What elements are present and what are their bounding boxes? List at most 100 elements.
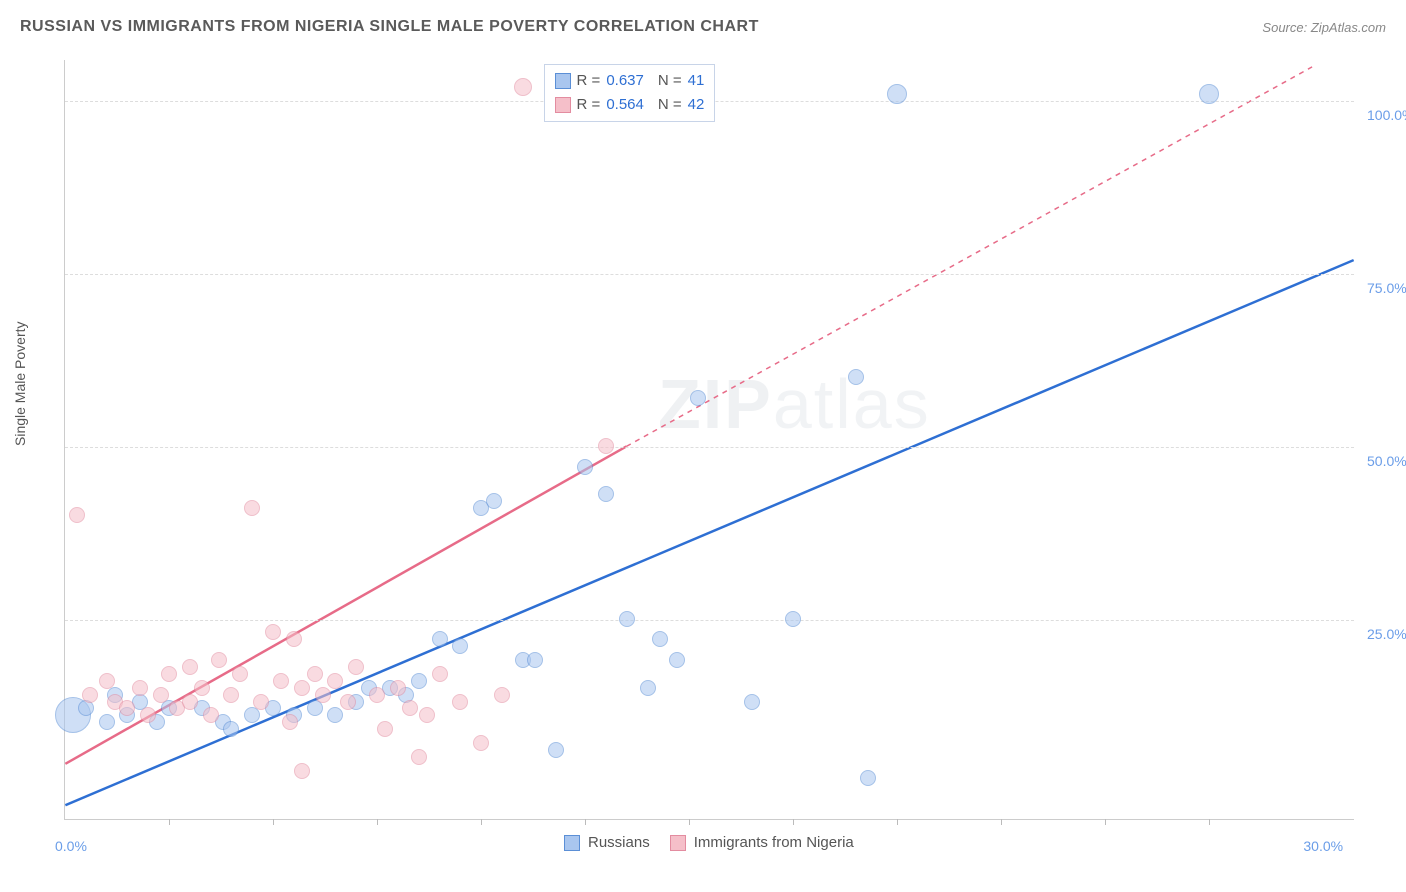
data-point-nigeria bbox=[82, 687, 98, 703]
data-point-nigeria bbox=[140, 707, 156, 723]
data-point-nigeria bbox=[244, 500, 260, 516]
data-point-russians bbox=[244, 707, 260, 723]
source-attribution: Source: ZipAtlas.com bbox=[1262, 20, 1386, 35]
data-point-nigeria bbox=[182, 694, 198, 710]
data-point-russians bbox=[785, 611, 801, 627]
data-point-russians bbox=[432, 631, 448, 647]
data-point-nigeria bbox=[411, 749, 427, 765]
scatter-chart: ZIPatlas 25.0%50.0%75.0%100.0%0.0%30.0%R… bbox=[64, 60, 1354, 820]
data-point-nigeria bbox=[223, 687, 239, 703]
x-minor-tick bbox=[481, 819, 482, 825]
data-point-nigeria bbox=[432, 666, 448, 682]
y-tick-label: 50.0% bbox=[1367, 453, 1406, 469]
data-point-nigeria bbox=[119, 700, 135, 716]
data-point-nigeria bbox=[473, 735, 489, 751]
legend-swatch bbox=[555, 97, 571, 113]
data-point-russians bbox=[411, 673, 427, 689]
source-name: ZipAtlas.com bbox=[1311, 20, 1386, 35]
y-tick-label: 100.0% bbox=[1367, 107, 1406, 123]
data-point-nigeria bbox=[390, 680, 406, 696]
data-point-nigeria bbox=[327, 673, 343, 689]
gridline-h bbox=[65, 274, 1354, 275]
data-point-nigeria bbox=[182, 659, 198, 675]
legend-swatch bbox=[564, 835, 580, 851]
gridline-h bbox=[65, 620, 1354, 621]
data-point-nigeria bbox=[315, 687, 331, 703]
x-tick-label: 0.0% bbox=[55, 838, 87, 854]
legend-item-russians: Russians bbox=[564, 834, 650, 851]
data-point-nigeria bbox=[69, 507, 85, 523]
x-tick-label: 30.0% bbox=[1303, 838, 1343, 854]
data-point-nigeria bbox=[286, 631, 302, 647]
x-minor-tick bbox=[169, 819, 170, 825]
data-point-russians bbox=[452, 638, 468, 654]
data-point-russians bbox=[1199, 84, 1219, 104]
chart-header: RUSSIAN VS IMMIGRANTS FROM NIGERIA SINGL… bbox=[20, 18, 1386, 36]
x-minor-tick bbox=[1105, 819, 1106, 825]
data-point-nigeria bbox=[253, 694, 269, 710]
data-point-nigeria bbox=[340, 694, 356, 710]
data-point-russians bbox=[848, 369, 864, 385]
data-point-nigeria bbox=[265, 624, 281, 640]
y-axis-label: Single Male Poverty bbox=[12, 321, 28, 446]
data-point-russians bbox=[78, 700, 94, 716]
x-minor-tick bbox=[897, 819, 898, 825]
data-point-russians bbox=[486, 493, 502, 509]
data-point-nigeria bbox=[194, 680, 210, 696]
data-point-nigeria bbox=[307, 666, 323, 682]
x-minor-tick bbox=[585, 819, 586, 825]
data-point-russians bbox=[577, 459, 593, 475]
legend-swatch bbox=[670, 835, 686, 851]
data-point-nigeria bbox=[132, 680, 148, 696]
data-point-nigeria bbox=[348, 659, 364, 675]
data-point-russians bbox=[223, 721, 239, 737]
data-point-russians bbox=[327, 707, 343, 723]
x-minor-tick bbox=[793, 819, 794, 825]
n-value: 41 bbox=[688, 69, 705, 93]
data-point-nigeria bbox=[419, 707, 435, 723]
watermark-zip: ZIP bbox=[658, 365, 773, 443]
data-point-russians bbox=[860, 770, 876, 786]
data-point-nigeria bbox=[598, 438, 614, 454]
data-point-russians bbox=[640, 680, 656, 696]
r-label: R = bbox=[577, 93, 601, 117]
data-point-russians bbox=[598, 486, 614, 502]
data-point-nigeria bbox=[211, 652, 227, 668]
legend-swatch bbox=[555, 73, 571, 89]
legend-label: Russians bbox=[588, 834, 650, 851]
data-point-nigeria bbox=[514, 78, 532, 96]
data-point-nigeria bbox=[294, 680, 310, 696]
data-point-russians bbox=[619, 611, 635, 627]
legend-row-nigeria: R =0.564 N =42 bbox=[555, 93, 705, 117]
data-point-russians bbox=[652, 631, 668, 647]
data-point-nigeria bbox=[273, 673, 289, 689]
data-point-nigeria bbox=[452, 694, 468, 710]
n-value: 42 bbox=[688, 93, 705, 117]
data-point-nigeria bbox=[377, 721, 393, 737]
data-point-nigeria bbox=[369, 687, 385, 703]
data-point-nigeria bbox=[402, 700, 418, 716]
data-point-russians bbox=[744, 694, 760, 710]
n-label: N = bbox=[658, 69, 682, 93]
data-point-russians bbox=[690, 390, 706, 406]
data-point-nigeria bbox=[99, 673, 115, 689]
legend-bottom: Russians Immigrants from Nigeria bbox=[564, 834, 854, 851]
r-label: R = bbox=[577, 69, 601, 93]
x-minor-tick bbox=[377, 819, 378, 825]
data-point-nigeria bbox=[153, 687, 169, 703]
data-point-russians bbox=[548, 742, 564, 758]
legend-label: Immigrants from Nigeria bbox=[694, 834, 854, 851]
data-point-nigeria bbox=[161, 666, 177, 682]
data-point-russians bbox=[527, 652, 543, 668]
source-label: Source: bbox=[1262, 20, 1307, 35]
n-label: N = bbox=[658, 93, 682, 117]
data-point-russians bbox=[887, 84, 907, 104]
data-point-nigeria bbox=[203, 707, 219, 723]
x-minor-tick bbox=[1209, 819, 1210, 825]
y-tick-label: 25.0% bbox=[1367, 626, 1406, 642]
data-point-nigeria bbox=[232, 666, 248, 682]
data-point-nigeria bbox=[294, 763, 310, 779]
r-value: 0.564 bbox=[606, 93, 644, 117]
data-point-nigeria bbox=[282, 714, 298, 730]
r-value: 0.637 bbox=[606, 69, 644, 93]
